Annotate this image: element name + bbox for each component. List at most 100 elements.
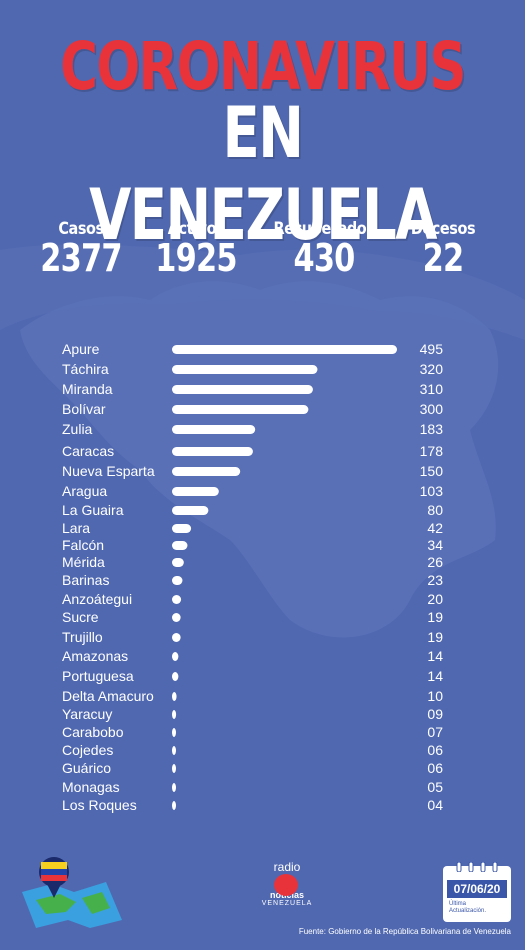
category-label: Falcón (62, 537, 104, 553)
value-label: 09 (427, 706, 443, 722)
calendar-rings (456, 862, 498, 872)
value-label: 103 (420, 483, 444, 499)
stat-recuperados-value: 430 (293, 236, 355, 280)
stat-casos: Casos 2377 (11, 219, 151, 277)
stat-recuperados-label: Recuperados (273, 219, 375, 239)
bar (172, 425, 256, 434)
bar (172, 728, 176, 737)
bar (172, 405, 309, 414)
category-label: Cojedes (62, 742, 113, 758)
category-label: Zulia (62, 421, 93, 437)
category-label: Caracas (62, 443, 114, 459)
value-label: 34 (427, 537, 443, 553)
update-caption: Última Actualización. (449, 901, 507, 915)
category-label: Apure (62, 341, 100, 357)
venezuela-map-pin-icon (22, 857, 122, 928)
title-line-1: CORONAVIRUS (60, 28, 466, 105)
category-label: Guárico (62, 760, 111, 776)
value-label: 10 (427, 688, 443, 704)
bar (172, 447, 253, 456)
value-label: 183 (420, 421, 444, 437)
stat-decesos-label: Decesos (410, 219, 476, 239)
category-label: La Guaira (62, 502, 124, 518)
radio-logo-icon (274, 874, 298, 896)
bar (172, 541, 188, 550)
value-label: 06 (427, 760, 443, 776)
value-label: 300 (420, 401, 444, 417)
value-label: 320 (420, 361, 444, 377)
category-label: Barinas (62, 572, 109, 588)
bar (172, 710, 177, 719)
value-label: 14 (427, 668, 443, 684)
bar (172, 801, 176, 810)
bar (172, 595, 182, 604)
source-note: Fuente: Gobierno de la República Bolivar… (298, 927, 511, 936)
category-label: Monagas (62, 779, 120, 795)
calendar-icon: 07/06/20 Última Actualización. (443, 862, 511, 922)
value-label: 07 (427, 724, 443, 740)
update-caption-line-2: Actualización. (449, 908, 487, 914)
stat-decesos: Decesos 22 (373, 219, 513, 277)
bar (172, 764, 176, 773)
stat-casos-value: 2377 (40, 236, 122, 280)
category-label: Amazonas (62, 648, 128, 664)
category-label: Los Roques (62, 797, 137, 813)
category-label: Anzoátegui (62, 591, 132, 607)
update-date: 07/06/20 (447, 880, 507, 898)
category-label: Trujillo (62, 629, 103, 645)
value-label: 05 (427, 779, 443, 795)
stat-recuperados: Recuperados 430 (254, 219, 394, 277)
update-caption-line-1: Última (449, 901, 467, 907)
category-label: Yaracuy (62, 706, 112, 722)
category-label: Portuguesa (62, 668, 134, 684)
bar (172, 672, 179, 681)
radio-logo-country: VENEZUELA (261, 900, 313, 907)
value-label: 495 (420, 341, 444, 357)
value-label: 80 (427, 502, 443, 518)
value-label: 23 (427, 572, 443, 588)
category-label: Delta Amacuro (62, 688, 154, 704)
cases-by-state-chart: Apure 495 Táchira 320 Miranda 310 Bolívar 300 Zu… (62, 341, 444, 813)
bar (172, 365, 318, 374)
bar (172, 613, 181, 622)
bar (172, 385, 313, 394)
value-label: 14 (427, 648, 443, 664)
bar (172, 652, 179, 661)
stat-decesos-value: 22 (422, 236, 465, 280)
value-label: 04 (427, 797, 443, 813)
bar (172, 558, 184, 567)
bar (172, 746, 176, 755)
category-label: Bolívar (62, 401, 106, 417)
bar (172, 524, 192, 533)
value-label: 42 (427, 520, 443, 536)
value-label: 178 (420, 443, 444, 459)
stat-activos: Activos 1925 (126, 219, 266, 277)
value-label: 310 (420, 381, 444, 397)
title-line-2: EN VENEZUELA (89, 92, 437, 256)
bar (172, 506, 209, 515)
radio-logo-top: radio (273, 860, 301, 874)
bar (172, 467, 241, 476)
category-label: Aragua (62, 483, 107, 499)
bar (172, 633, 181, 642)
value-label: 20 (427, 591, 443, 607)
value-label: 06 (427, 742, 443, 758)
category-label: Sucre (62, 609, 99, 625)
value-label: 26 (427, 554, 443, 570)
stat-activos-label: Activos (167, 219, 225, 239)
value-label: 150 (420, 463, 444, 479)
category-label: Miranda (62, 381, 113, 397)
category-label: Carabobo (62, 724, 124, 740)
category-label: Mérida (62, 554, 105, 570)
stat-casos-label: Casos (58, 219, 104, 239)
value-label: 19 (427, 629, 443, 645)
stat-activos-value: 1925 (155, 236, 237, 280)
category-label: Lara (62, 520, 90, 536)
bar (172, 576, 183, 585)
bar (172, 692, 177, 701)
radio-logo: radio noticias VENEZUELA (255, 860, 319, 907)
bar (172, 487, 219, 496)
category-label: Nueva Esparta (62, 463, 155, 479)
value-label: 19 (427, 609, 443, 625)
